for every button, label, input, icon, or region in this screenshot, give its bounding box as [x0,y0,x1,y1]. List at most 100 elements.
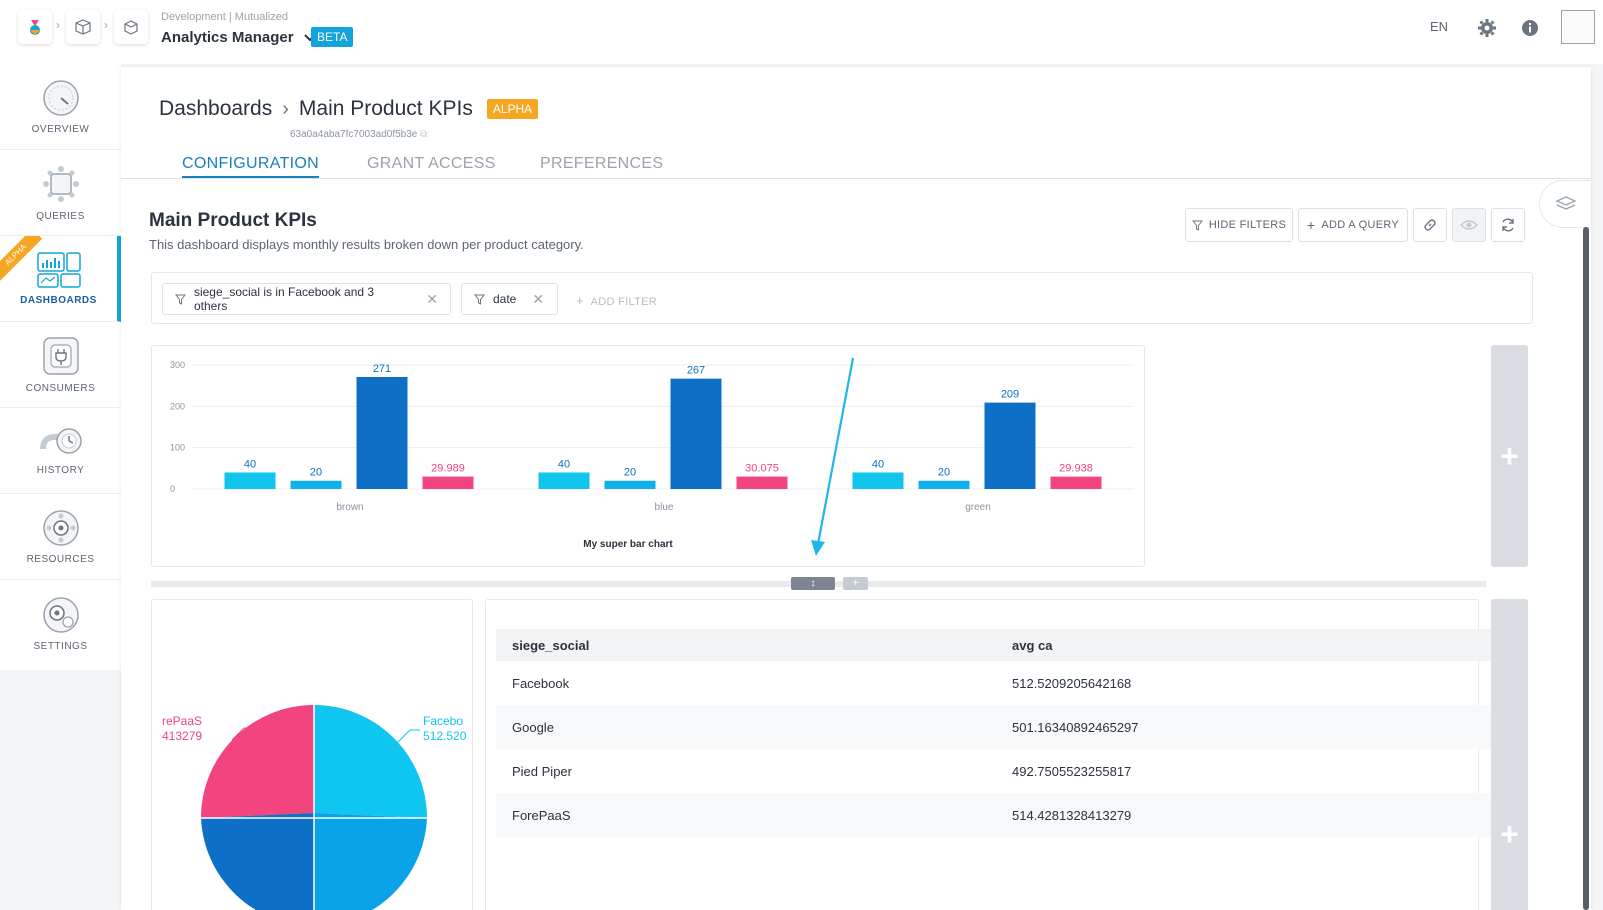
data-table: siege_social avg ca Facebook 512.5209205… [496,629,1496,837]
close-icon[interactable]: ✕ [532,290,545,307]
pie-slice-forepaas[interactable] [201,705,314,818]
sidebar-item-dashboards[interactable]: ALPHA DASHBOARDS [0,236,121,322]
table-row[interactable]: ForePaaS 514.4281328413279 [496,793,1496,837]
pie-label-value: 413279 [162,729,202,743]
sidebar-item-history[interactable]: HISTORY [0,408,121,494]
scrollbar[interactable] [1583,227,1589,910]
preview-button[interactable] [1452,208,1486,242]
home-logo-icon[interactable] [18,10,52,44]
settings-icon [42,596,79,633]
data-label: 40 [872,458,884,470]
data-label: 40 [558,458,570,470]
sidebar-item-overview[interactable]: OVERVIEW [0,64,121,150]
info-icon[interactable] [1519,17,1541,39]
beta-badge: BETA [311,27,354,47]
alpha-badge: ALPHA [486,99,539,119]
sidebar-item-resources[interactable]: RESOURCES [0,494,121,580]
cube-icon[interactable] [114,10,148,44]
bar [224,472,276,489]
tab-preferences[interactable]: PREFERENCES [540,155,664,172]
add-row-button[interactable]: + [843,577,868,590]
link-icon [1424,219,1436,231]
add-filter-label: ADD FILTER [590,296,657,308]
pie-slice-google[interactable] [314,813,427,910]
tab-grant-access[interactable]: GRANT ACCESS [367,155,496,172]
table-cell: Google [496,705,996,749]
gauge-icon [42,80,79,116]
sidebar-item-label: QUERIES [36,211,85,222]
bar [918,480,970,489]
pie-slice-facebook[interactable] [314,705,427,818]
bar [422,476,474,489]
pie-chart-card[interactable]: rePaaS 413279 Facebo 512.520 [151,599,473,910]
table-row[interactable]: Pied Piper 492.7505523255817 [496,749,1496,793]
bar [670,378,722,489]
sidebar-item-queries[interactable]: QUERIES [0,150,121,236]
share-link-button[interactable] [1413,208,1447,242]
add-widget-button[interactable]: + [1491,599,1528,910]
avatar[interactable] [1561,10,1595,44]
add-query-button[interactable]: + ADD A QUERY [1298,208,1408,242]
bar [736,476,788,489]
resize-handle[interactable]: ↕ [791,577,835,590]
table-cell: 514.4281328413279 [996,793,1496,837]
dashboard-icon [36,252,81,288]
top-bar: › › Development | Mutualized Analytics M… [0,0,1603,64]
tab-configuration[interactable]: CONFIGURATION [182,155,319,178]
dashboard-title: Main Product KPIs [149,210,317,231]
data-label: 29.938 [1059,463,1093,475]
sidebar-item-label: OVERVIEW [31,124,90,135]
y-tick-label: 0 [170,484,175,494]
copy-icon[interactable]: ⧉ [420,129,428,140]
add-widget-button[interactable]: + [1491,345,1528,567]
pie-label-name: Facebo [423,714,463,728]
breadcrumb-current: Main Product KPIs [298,97,473,120]
package-icon[interactable] [66,10,100,44]
app-name: Analytics Manager [161,29,294,46]
bar [604,480,656,489]
layers-toggle-button[interactable] [1539,180,1591,228]
sidebar-item-label: CONSUMERS [25,383,96,394]
column-header[interactable]: siege_social [496,629,996,661]
hide-filters-label: HIDE FILTERS [1208,219,1287,231]
pie-label-value: 512.520 [423,729,467,743]
data-label: 209 [1001,389,1019,401]
refresh-button[interactable] [1491,208,1525,242]
y-tick-label: 300 [170,360,185,370]
language-selector[interactable]: EN [1430,19,1449,34]
app-selector[interactable]: Analytics Manager [161,29,316,46]
add-filter-button[interactable]: + ADD FILTER [576,293,657,308]
sidebar-item-consumers[interactable]: CONSUMERS [0,322,121,408]
dashboard-id-text: 63a0a4aba7fc7003ad0f5b3e [290,129,418,140]
breadcrumb-root[interactable]: Dashboards [159,97,273,120]
layers-icon [1554,196,1577,210]
dashboard-id: 63a0a4aba7fc7003ad0f5b3e ⧉ [290,129,427,140]
filter-chip-label: date [493,292,517,306]
gear-icon[interactable] [1476,17,1498,39]
table-card[interactable]: siege_social avg ca Facebook 512.5209205… [485,599,1496,910]
bar [852,472,904,489]
filter-chip[interactable]: date ✕ [461,283,558,315]
y-tick-label: 100 [170,443,185,453]
bar-chart-card[interactable]: 0 100 200 300 40 20 271 29.989 brown 40 20 267 30.07… [151,345,1145,567]
sidebar-item-label: HISTORY [36,465,85,476]
bar [1050,476,1102,489]
pie-slice-pied-piper[interactable] [201,813,314,910]
bar-chart: 0 100 200 300 40 20 271 29.989 brown 40 20 267 30.07… [170,360,1134,550]
table-row[interactable]: Google 501.16340892465297 [496,705,1496,749]
sidebar-item-label: RESOURCES [26,554,95,565]
pie-chart: rePaaS 413279 Facebo 512.520 [162,705,467,910]
page-title: Dashboards › Main Product KPIs ALPHA [159,97,539,121]
hide-filters-button[interactable]: HIDE FILTERS [1185,208,1293,242]
table-cell: ForePaaS [496,793,996,837]
environment-label: Development | Mutualized [161,11,288,23]
x-tick-label: blue [655,502,674,513]
filter-chip[interactable]: siege_social is in Facebook and 3 others… [162,283,451,315]
sidebar-item-settings[interactable]: SETTINGS [0,580,121,666]
column-header[interactable]: avg ca [996,629,1496,661]
table-row[interactable]: Facebook 512.5209205642168 [496,661,1496,705]
close-icon[interactable]: ✕ [426,290,438,307]
annotation-arrow [811,357,855,556]
table-cell: 492.7505523255817 [1012,763,1132,779]
bar [356,376,408,489]
